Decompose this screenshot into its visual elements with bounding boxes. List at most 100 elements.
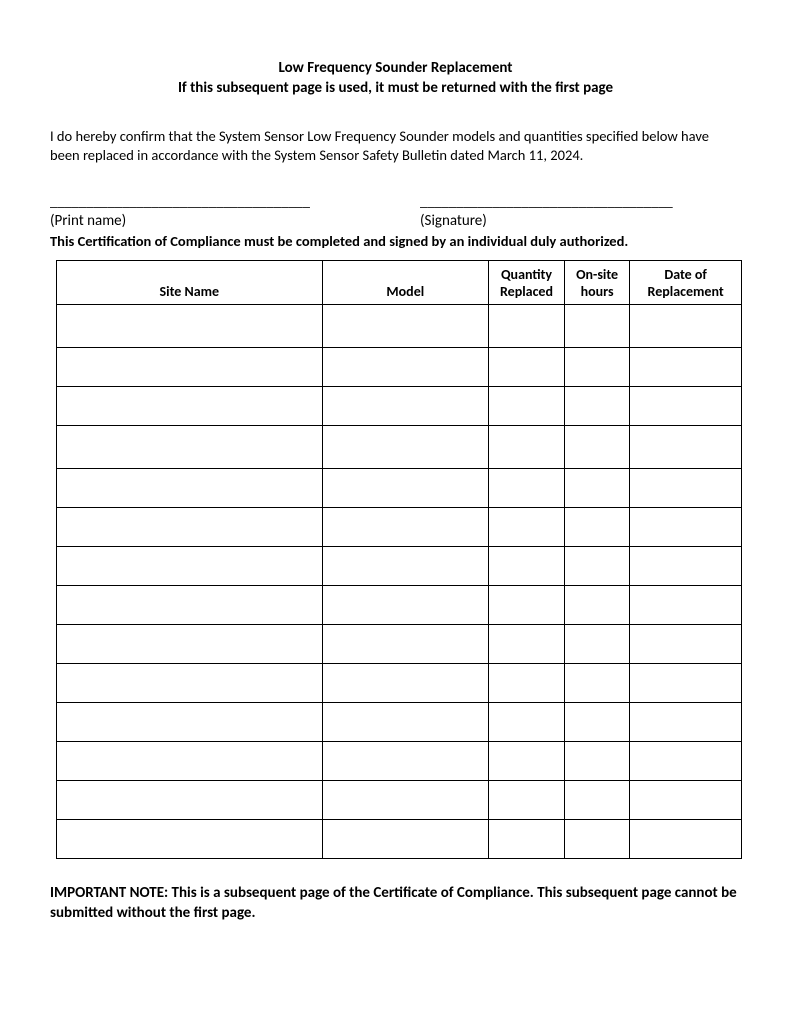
table-cell[interactable] bbox=[630, 741, 742, 780]
print-name-line: ____________________________________ bbox=[50, 192, 420, 210]
table-cell[interactable] bbox=[564, 663, 629, 702]
table-cell[interactable] bbox=[489, 507, 565, 546]
header-onsite-hours: On-site hours bbox=[564, 260, 629, 304]
table-cell[interactable] bbox=[564, 624, 629, 663]
table-cell[interactable] bbox=[564, 741, 629, 780]
table-cell[interactable] bbox=[57, 304, 323, 347]
table-cell[interactable] bbox=[489, 624, 565, 663]
title-block: Low Frequency Sounder Replacement If thi… bbox=[50, 58, 741, 99]
table-cell[interactable] bbox=[57, 741, 323, 780]
table-cell[interactable] bbox=[564, 386, 629, 425]
table-cell[interactable] bbox=[630, 386, 742, 425]
table-row bbox=[57, 468, 742, 507]
table-cell[interactable] bbox=[57, 546, 323, 585]
table-cell[interactable] bbox=[322, 702, 489, 741]
table-cell[interactable] bbox=[57, 702, 323, 741]
print-name-label: (Print name) bbox=[50, 212, 420, 230]
table-cell[interactable] bbox=[630, 624, 742, 663]
table-cell[interactable] bbox=[564, 546, 629, 585]
table-cell[interactable] bbox=[57, 347, 323, 386]
table-row bbox=[57, 819, 742, 858]
important-note: IMPORTANT NOTE: This is a subsequent pag… bbox=[50, 883, 741, 924]
table-cell[interactable] bbox=[322, 780, 489, 819]
table-cell[interactable] bbox=[630, 819, 742, 858]
table-cell[interactable] bbox=[564, 780, 629, 819]
table-cell[interactable] bbox=[57, 819, 323, 858]
signature-blank-row: ____________________________________ ___… bbox=[50, 192, 741, 210]
header-site-name: Site Name bbox=[57, 260, 323, 304]
table-cell[interactable] bbox=[630, 468, 742, 507]
table-cell[interactable] bbox=[57, 663, 323, 702]
header-quantity-replaced: Quantity Replaced bbox=[489, 260, 565, 304]
confirmation-text: I do hereby confirm that the System Sens… bbox=[50, 127, 741, 166]
header-date-of-replacement: Date of Replacement bbox=[630, 260, 742, 304]
table-row bbox=[57, 663, 742, 702]
compliance-table: Site Name Model Quantity Replaced On-sit… bbox=[56, 260, 742, 859]
table-cell[interactable] bbox=[489, 304, 565, 347]
table-row bbox=[57, 702, 742, 741]
signature-label: (Signature) bbox=[420, 212, 741, 230]
table-cell[interactable] bbox=[322, 663, 489, 702]
table-cell[interactable] bbox=[57, 468, 323, 507]
table-cell[interactable] bbox=[322, 386, 489, 425]
table-cell[interactable] bbox=[322, 468, 489, 507]
table-cell[interactable] bbox=[322, 624, 489, 663]
table-cell[interactable] bbox=[630, 304, 742, 347]
table-cell[interactable] bbox=[489, 347, 565, 386]
table-cell[interactable] bbox=[489, 663, 565, 702]
table-cell[interactable] bbox=[489, 585, 565, 624]
table-cell[interactable] bbox=[57, 780, 323, 819]
table-cell[interactable] bbox=[489, 819, 565, 858]
table-row bbox=[57, 780, 742, 819]
table-cell[interactable] bbox=[564, 585, 629, 624]
table-cell[interactable] bbox=[322, 585, 489, 624]
table-cell[interactable] bbox=[630, 780, 742, 819]
signature-line: ___________________________________ bbox=[420, 192, 741, 210]
table-cell[interactable] bbox=[489, 780, 565, 819]
table-cell[interactable] bbox=[489, 386, 565, 425]
table-cell[interactable] bbox=[57, 386, 323, 425]
table-cell[interactable] bbox=[630, 425, 742, 468]
table-cell[interactable] bbox=[489, 546, 565, 585]
table-row bbox=[57, 585, 742, 624]
table-cell[interactable] bbox=[489, 741, 565, 780]
table-cell[interactable] bbox=[564, 304, 629, 347]
table-row bbox=[57, 624, 742, 663]
table-cell[interactable] bbox=[564, 347, 629, 386]
table-cell[interactable] bbox=[57, 624, 323, 663]
table-row bbox=[57, 741, 742, 780]
table-row bbox=[57, 507, 742, 546]
certification-note: This Certification of Compliance must be… bbox=[50, 232, 741, 250]
signature-label-row: (Print name) (Signature) bbox=[50, 212, 741, 230]
table-cell[interactable] bbox=[57, 507, 323, 546]
table-cell[interactable] bbox=[630, 347, 742, 386]
table-row bbox=[57, 546, 742, 585]
table-cell[interactable] bbox=[564, 425, 629, 468]
table-cell[interactable] bbox=[630, 702, 742, 741]
table-cell[interactable] bbox=[57, 425, 323, 468]
table-cell[interactable] bbox=[489, 702, 565, 741]
table-cell[interactable] bbox=[630, 546, 742, 585]
table-cell[interactable] bbox=[322, 425, 489, 468]
table-body bbox=[57, 304, 742, 858]
table-cell[interactable] bbox=[322, 819, 489, 858]
table-cell[interactable] bbox=[630, 507, 742, 546]
table-row bbox=[57, 347, 742, 386]
header-model: Model bbox=[322, 260, 489, 304]
table-cell[interactable] bbox=[322, 546, 489, 585]
table-cell[interactable] bbox=[489, 468, 565, 507]
table-cell[interactable] bbox=[322, 347, 489, 386]
table-cell[interactable] bbox=[57, 585, 323, 624]
table-cell[interactable] bbox=[322, 507, 489, 546]
table-cell[interactable] bbox=[564, 507, 629, 546]
table-cell[interactable] bbox=[322, 741, 489, 780]
table-cell[interactable] bbox=[630, 585, 742, 624]
table-cell[interactable] bbox=[564, 819, 629, 858]
table-cell[interactable] bbox=[564, 468, 629, 507]
table-cell[interactable] bbox=[489, 425, 565, 468]
table-cell[interactable] bbox=[564, 702, 629, 741]
title-line-1: Low Frequency Sounder Replacement bbox=[50, 58, 741, 78]
table-cell[interactable] bbox=[630, 663, 742, 702]
table-row bbox=[57, 425, 742, 468]
table-cell[interactable] bbox=[322, 304, 489, 347]
